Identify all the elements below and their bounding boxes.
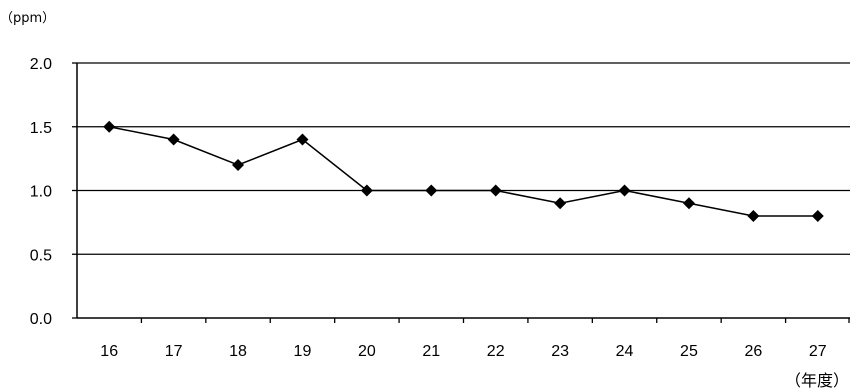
- y-tick-label: 1.0: [30, 184, 52, 201]
- x-tick-label: 19: [294, 343, 312, 360]
- data-point-marker: [489, 184, 502, 197]
- series-line: [109, 126, 818, 217]
- data-point-marker: [618, 184, 631, 197]
- x-tick-label: 18: [229, 343, 247, 360]
- x-tick-label: 24: [616, 343, 634, 360]
- gridlines: [77, 62, 850, 255]
- x-tick-label: 25: [680, 343, 698, 360]
- data-point-marker: [747, 210, 760, 222]
- y-tick-label: 1.5: [30, 120, 52, 137]
- x-tick-label: 26: [744, 343, 762, 360]
- y-tick-label: 0.5: [30, 247, 52, 264]
- x-tick-label: 22: [487, 343, 505, 360]
- data-point-marker: [167, 133, 180, 146]
- x-tick-label: 27: [809, 343, 827, 360]
- x-tick-label: 17: [165, 343, 183, 360]
- x-tick-label: 23: [551, 343, 569, 360]
- x-tick-label: 20: [358, 343, 376, 360]
- y-tick-label: 2.0: [30, 56, 52, 73]
- data-point-marker: [360, 184, 373, 197]
- data-series: [103, 120, 824, 222]
- x-axis-unit-label: （年度）: [785, 371, 849, 390]
- axes: [72, 62, 850, 323]
- data-point-marker: [425, 184, 438, 197]
- y-axis-unit-label: （ppm）: [0, 11, 55, 26]
- data-point-marker: [682, 197, 695, 210]
- x-tick-label: 16: [100, 343, 118, 360]
- x-tick-label: 21: [422, 343, 440, 360]
- data-point-marker: [103, 120, 116, 133]
- data-point-marker: [554, 197, 567, 210]
- data-point-marker: [296, 133, 309, 146]
- y-tick-label: 0.0: [30, 311, 52, 328]
- tick-labels: 0.0 0.5 1.0 1.5 2.0 16 17 18 19 20 21 22 23 24 25 26 27: [30, 56, 827, 360]
- data-point-marker: [232, 159, 245, 171]
- data-point-marker: [811, 210, 824, 222]
